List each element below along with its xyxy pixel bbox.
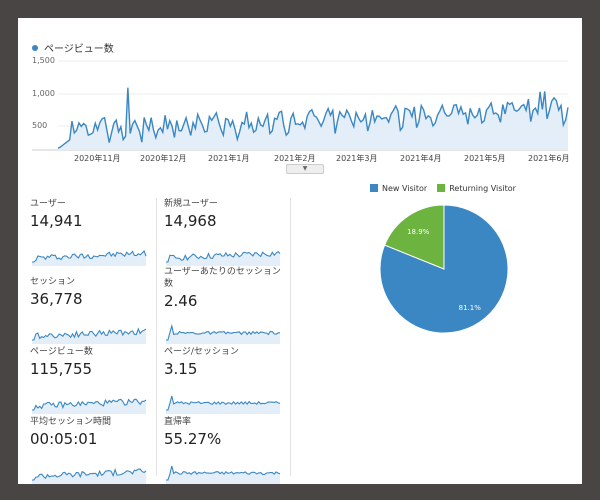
sparkline [32,250,147,266]
metric-new-users[interactable]: 新規ユーザー 14,968 [164,198,282,268]
x-tick: 2021年1月 [208,154,250,163]
sparkline-line [32,398,147,411]
metric-pageviews[interactable]: ページビュー数 115,755 [30,346,148,416]
sparkline-area [32,469,146,484]
column-divider [290,198,291,476]
sparkline [166,395,281,414]
metric-value: 00:05:01 [30,430,98,448]
sparkline-line [166,323,281,341]
x-tick: 2021年6月 [528,154,570,163]
sparkline-area [166,326,280,344]
metric-label: 平均セッション時間 [30,417,112,427]
metric-bounce-rate[interactable]: 直帰率 55.27% [164,416,282,484]
y-tick-500: 500 [32,121,48,130]
pie-slice[interactable] [383,204,445,270]
metric-label: 直帰率 [164,417,192,427]
metric-value: 115,755 [30,360,93,378]
chart-resize-handle[interactable]: ▼ [286,164,324,174]
pie-slice-label: 18.9% [407,228,430,236]
y-tick-1000: 1,000 [32,89,55,98]
pageview-timeline: ページビュー数 1,500 1,000 500 2020年11月 2020年12… [18,18,582,193]
x-tick: 2021年2月 [274,154,316,163]
sparkline [166,250,281,266]
sparkline-line [32,327,147,341]
metric-value: 36,778 [30,290,83,308]
sparkline [166,465,281,484]
metric-value: 55.27% [164,430,222,448]
metric-value: 2.46 [164,292,198,310]
x-tick: 2021年3月 [336,154,378,163]
sparkline-line [32,467,147,481]
x-tick: 2021年4月 [400,154,442,163]
metric-label: ユーザー [30,199,66,209]
pie-legend: New Visitor Returning Visitor [370,184,516,193]
sparkline-area [166,396,280,414]
sparkline [32,467,147,484]
metric-label: 新規ユーザー [164,199,218,209]
metric-avg-session-duration[interactable]: 平均セッション時間 00:05:01 [30,416,148,484]
metric-label: セッション [30,277,76,287]
sparkline-area [166,251,280,266]
metric-value: 3.15 [164,360,198,378]
timeline-series-line [57,87,569,149]
sparkline-area [166,466,280,484]
sparkline-line [166,395,281,411]
x-tick: 2020年12月 [140,154,187,163]
pie-legend-label: New Visitor [382,184,428,193]
metric-label: ユーザーあたりのセッション数 [164,267,281,289]
x-tick: 2021年5月 [464,154,506,163]
pie-legend-item[interactable]: Returning Visitor [437,184,516,193]
sparkline [32,327,147,344]
metric-sessions[interactable]: セッション 36,778 [30,276,148,346]
sparkline [32,398,147,414]
x-tick: 2020年11月 [74,154,121,163]
sparkline-area [32,251,146,266]
sparkline-line [32,250,147,263]
legend-swatch-icon [370,184,378,192]
pie-slice-label: 81.1% [459,304,482,312]
timeline-plot[interactable] [18,18,582,158]
sparkline-area [32,328,146,344]
sparkline-line [166,250,281,263]
pie-slice[interactable] [379,204,509,334]
pie-legend-label: Returning Visitor [449,184,516,193]
legend-dot-icon [32,44,38,51]
analytics-card: ページビュー数 1,500 1,000 500 2020年11月 2020年12… [18,18,582,484]
sparkline-area [32,399,146,414]
metric-sessions-per-user[interactable]: ユーザーあたりのセッション数 2.46 [164,266,282,346]
metric-users[interactable]: ユーザー 14,941 [30,198,148,268]
y-tick-1500: 1,500 [32,56,55,65]
pie-legend-item[interactable]: New Visitor [370,184,427,193]
metric-value: 14,968 [164,212,217,230]
metric-label: ページ/セッション [164,347,239,357]
column-divider [156,198,157,476]
metric-pages-per-session[interactable]: ページ/セッション 3.15 [164,346,282,416]
sparkline-line [166,465,281,481]
timeline-legend-label: ページビュー数 [44,44,114,55]
sparkline [166,323,281,344]
metric-value: 14,941 [30,212,83,230]
metric-label: ページビュー数 [30,347,93,357]
timeline-legend[interactable]: ページビュー数 [32,40,114,55]
legend-swatch-icon [437,184,446,192]
timeline-area [58,87,568,150]
